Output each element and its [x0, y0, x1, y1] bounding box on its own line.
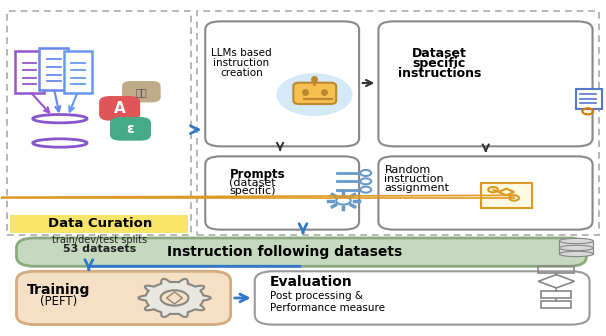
Text: (dataset: (dataset — [230, 178, 276, 188]
Text: ๐๑: ๐๑ — [136, 87, 147, 97]
Text: creation: creation — [220, 68, 263, 78]
Text: Post processing &: Post processing & — [270, 291, 363, 301]
Text: Data Curation: Data Curation — [48, 217, 152, 230]
Text: instruction: instruction — [213, 58, 270, 68]
FancyBboxPatch shape — [255, 271, 590, 325]
Text: assignment: assignment — [384, 183, 450, 193]
FancyBboxPatch shape — [205, 156, 359, 229]
Text: specific): specific) — [230, 186, 276, 196]
FancyBboxPatch shape — [15, 51, 44, 93]
FancyBboxPatch shape — [378, 22, 593, 146]
Ellipse shape — [33, 139, 87, 147]
FancyBboxPatch shape — [576, 89, 602, 109]
FancyBboxPatch shape — [122, 81, 161, 102]
FancyBboxPatch shape — [64, 51, 93, 93]
FancyBboxPatch shape — [378, 156, 593, 229]
Bar — [7, 11, 191, 235]
Text: Dataset: Dataset — [412, 47, 467, 59]
Bar — [33, 119, 87, 143]
FancyBboxPatch shape — [481, 183, 532, 208]
Bar — [541, 291, 571, 298]
Text: LLMs based: LLMs based — [211, 48, 271, 58]
Text: ε: ε — [127, 122, 135, 136]
Ellipse shape — [33, 115, 87, 123]
FancyBboxPatch shape — [10, 215, 188, 233]
Text: Evaluation: Evaluation — [270, 275, 353, 289]
Ellipse shape — [559, 245, 593, 251]
Text: Random: Random — [384, 165, 431, 175]
Text: specific: specific — [413, 56, 466, 70]
Text: Performance measure: Performance measure — [270, 303, 385, 313]
Text: A: A — [114, 101, 125, 116]
FancyBboxPatch shape — [205, 22, 359, 146]
Bar — [541, 301, 571, 308]
Text: instruction: instruction — [384, 174, 444, 184]
Bar — [198, 11, 599, 235]
Text: Instruction following datasets: Instruction following datasets — [167, 245, 402, 259]
FancyBboxPatch shape — [16, 271, 231, 325]
Ellipse shape — [559, 238, 593, 244]
FancyBboxPatch shape — [16, 238, 587, 266]
Polygon shape — [138, 279, 211, 317]
Text: train/dev/test splits: train/dev/test splits — [52, 235, 147, 245]
Text: 53 datasets: 53 datasets — [63, 244, 136, 254]
FancyBboxPatch shape — [110, 117, 151, 141]
Circle shape — [161, 290, 188, 306]
Text: (PEFT): (PEFT) — [40, 295, 78, 308]
FancyBboxPatch shape — [293, 83, 336, 104]
FancyBboxPatch shape — [39, 48, 68, 90]
Bar — [538, 266, 574, 273]
Ellipse shape — [559, 251, 593, 257]
Circle shape — [277, 74, 352, 115]
Text: instructions: instructions — [398, 67, 481, 80]
Text: Training: Training — [27, 283, 90, 297]
Text: Prompts: Prompts — [230, 168, 285, 181]
Bar — [559, 241, 593, 254]
FancyBboxPatch shape — [99, 96, 140, 121]
